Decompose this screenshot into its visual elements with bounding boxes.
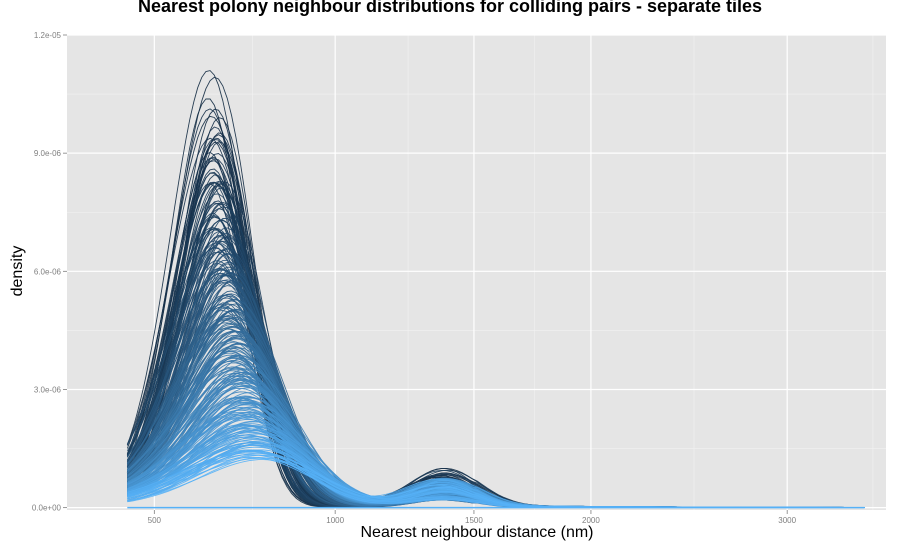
x-tick-label: 2000 <box>582 516 600 525</box>
x-tick-label: 3000 <box>778 516 796 525</box>
x-tick-label: 1000 <box>326 516 344 525</box>
chart-title: Nearest polony neighbour distributions f… <box>137 0 763 16</box>
density-curves <box>126 70 865 509</box>
y-tick-label: 9.0e-06 <box>34 149 62 158</box>
y-tick-label: 3.0e-06 <box>34 385 62 394</box>
x-tick-label: 500 <box>148 516 162 525</box>
y-axis-label: density <box>9 245 26 297</box>
y-axis: 0.0e+00 3.0e-06 6.0e-06 9.0e-06 1.2e-05 <box>32 31 67 513</box>
x-axis-label: Nearest neighbour distance (nm) <box>360 524 594 541</box>
y-tick-label: 6.0e-06 <box>34 267 62 276</box>
x-tick-label: 1500 <box>465 516 483 525</box>
x-axis: 500 1000 1500 2000 3000 <box>148 510 797 525</box>
y-tick-label: 0.0e+00 <box>32 504 62 513</box>
y-tick-label: 1.2e-05 <box>34 31 62 40</box>
